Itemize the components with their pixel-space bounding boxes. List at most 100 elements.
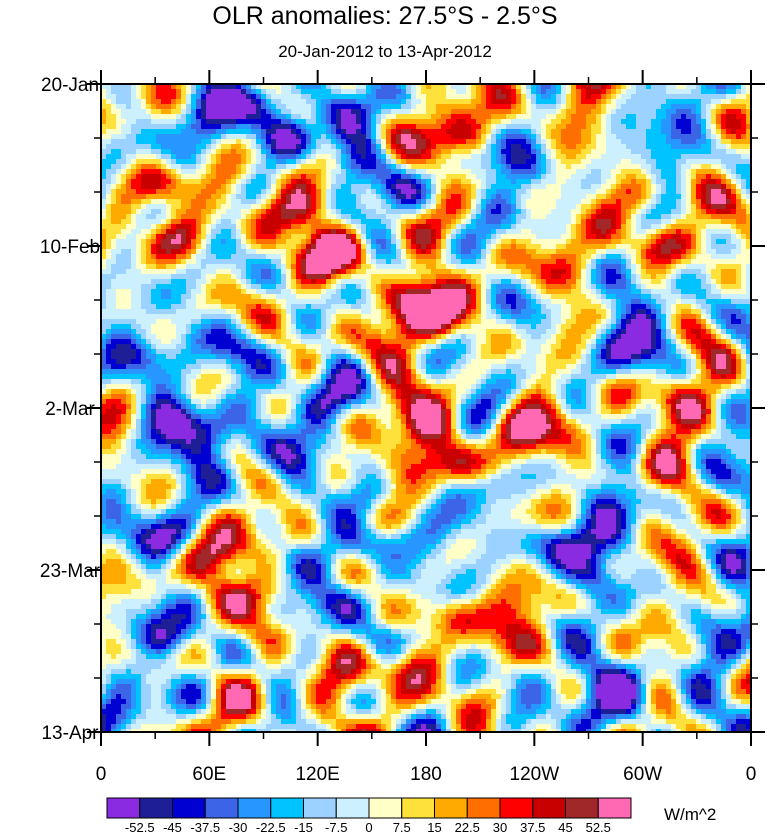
heatmap-cell [586, 379, 597, 385]
heatmap-cell [481, 254, 487, 260]
heatmap-cell [531, 164, 537, 170]
heatmap-cell [556, 89, 562, 95]
heatmap-cell [726, 124, 742, 130]
heatmap-cell [276, 144, 297, 150]
heatmap-cell [571, 374, 607, 380]
heatmap-cell [651, 274, 657, 280]
heatmap-cell [141, 249, 147, 255]
heatmap-cell [686, 349, 692, 355]
heatmap-cell [201, 404, 207, 410]
heatmap-cell [421, 214, 432, 220]
heatmap-cell [366, 214, 387, 220]
heatmap-cell [511, 214, 517, 220]
heatmap-cell [141, 179, 162, 185]
heatmap-cell [281, 364, 287, 370]
heatmap-cell [706, 139, 712, 145]
heatmap-cell [111, 244, 117, 250]
heatmap-cell [331, 109, 337, 115]
heatmap-cell [391, 309, 397, 315]
heatmap-cell [441, 194, 447, 200]
heatmap-cell [526, 104, 532, 110]
heatmap-cell [581, 389, 587, 395]
heatmap-cell [641, 259, 647, 265]
heatmap-cell [196, 149, 202, 155]
heatmap-cell [566, 154, 577, 160]
heatmap-cell [321, 374, 327, 380]
heatmap-cell [321, 324, 327, 330]
heatmap-cell [336, 144, 342, 150]
heatmap-cell [551, 159, 557, 165]
heatmap-cell [526, 244, 542, 250]
heatmap-cell [316, 319, 322, 325]
heatmap-cell [556, 99, 562, 105]
heatmap-cell [311, 204, 317, 210]
heatmap-cell [586, 114, 597, 120]
heatmap-cell [486, 194, 492, 200]
heatmap-cell [501, 399, 507, 405]
heatmap-cell [741, 119, 747, 125]
heatmap-cell [371, 359, 377, 365]
heatmap-cell [481, 149, 487, 155]
heatmap-cell [291, 114, 302, 120]
heatmap-cell [146, 394, 152, 400]
heatmap-cell [276, 264, 282, 270]
heatmap-cell [506, 114, 517, 120]
heatmap-cell [421, 274, 437, 280]
heatmap-cell [441, 399, 447, 405]
heatmap-cell [181, 114, 187, 120]
heatmap-cell [286, 194, 292, 200]
heatmap-cell [721, 274, 737, 280]
heatmap-cell [126, 414, 132, 420]
heatmap-cell [476, 219, 487, 225]
heatmap-cell [506, 259, 557, 265]
heatmap-cell [446, 404, 452, 410]
heatmap-cell [341, 359, 347, 365]
heatmap-cell [111, 149, 122, 155]
heatmap-cell [631, 364, 672, 370]
heatmap-cell [706, 274, 712, 280]
heatmap-cell [551, 129, 562, 135]
heatmap-cell [331, 314, 337, 320]
heatmap-cell [416, 179, 422, 185]
heatmap-cell [566, 299, 592, 305]
heatmap-cell [711, 399, 717, 405]
heatmap-cell [151, 299, 182, 305]
heatmap-cell [466, 419, 472, 425]
heatmap-cell [746, 84, 751, 90]
heatmap-cell [136, 234, 147, 240]
heatmap-cell [311, 94, 367, 100]
heatmap-cell [296, 314, 302, 320]
heatmap-cell [446, 189, 467, 195]
heatmap-cell [411, 224, 417, 230]
heatmap-cell [391, 139, 397, 145]
heatmap-cell [511, 154, 532, 160]
heatmap-cell [486, 184, 492, 190]
heatmap-cell [256, 99, 262, 105]
heatmap-cell [361, 364, 367, 370]
heatmap-cell [211, 349, 232, 355]
heatmap-cell [261, 159, 267, 165]
heatmap-cell [496, 299, 507, 305]
heatmap-cell [471, 189, 477, 195]
heatmap-cell [491, 84, 507, 90]
heatmap-cell [411, 94, 417, 100]
heatmap-cell [256, 339, 262, 345]
heatmap-cell [191, 114, 197, 120]
heatmap-cell [621, 269, 627, 275]
heatmap-cell [261, 344, 267, 350]
heatmap-cell [406, 239, 412, 245]
heatmap-cell [326, 174, 332, 180]
heatmap-cell [471, 149, 482, 155]
heatmap-cell [251, 129, 262, 135]
heatmap-cell [296, 249, 302, 255]
heatmap-cell [406, 399, 412, 405]
heatmap-cell [251, 169, 257, 175]
heatmap-cell [531, 99, 537, 105]
heatmap-cell [536, 84, 542, 90]
heatmap-cell [556, 334, 567, 340]
heatmap-cell [681, 269, 702, 275]
heatmap-cell [301, 139, 307, 145]
heatmap-cell [311, 279, 317, 285]
heatmap-cell [661, 104, 672, 110]
heatmap-cell [256, 164, 267, 170]
